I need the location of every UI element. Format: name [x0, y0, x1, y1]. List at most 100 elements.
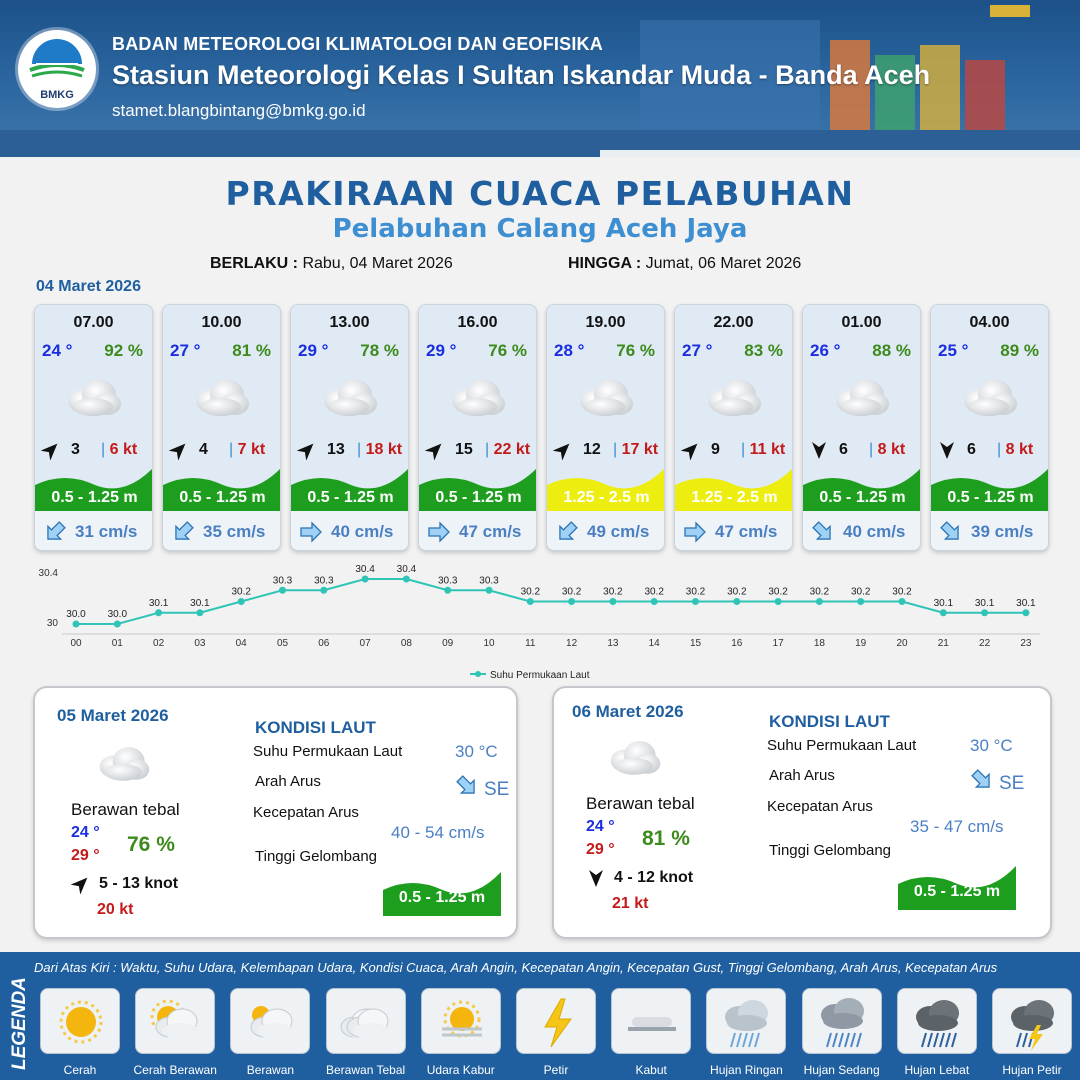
sst-point — [113, 620, 121, 628]
x-tick-label: 17 — [773, 638, 785, 649]
x-tick-label: 12 — [566, 638, 578, 649]
thunderstorm-icon — [1011, 1000, 1054, 1051]
legend-item — [230, 988, 311, 1054]
forecast-time: 07.00 — [73, 314, 114, 331]
wind-direction-icon — [168, 440, 189, 461]
x-tick-label: 09 — [442, 638, 454, 649]
wave-height: 1.25 - 2.5 m — [691, 489, 778, 506]
air-temperature: 27 ° — [682, 341, 713, 360]
air-temperature: 27 ° — [170, 341, 201, 360]
wind-info: 9 | 11 kt — [680, 440, 791, 462]
legend-item-label: Cerah Berawan — [133, 1063, 217, 1077]
sst-point — [361, 575, 369, 583]
sst-point — [1022, 609, 1030, 617]
x-tick-label: 11 — [525, 638, 536, 649]
sst-point — [196, 609, 204, 617]
current-speed: 31 cm/s — [75, 522, 138, 541]
legend-item — [992, 988, 1072, 1054]
air-temperature: 28 ° — [554, 341, 585, 360]
sst-data-label: 30.0 — [66, 609, 86, 620]
humidity: 83 % — [744, 341, 783, 360]
current-speed-label: Kecepatan Arus — [253, 804, 359, 821]
current-direction-value: SE — [999, 773, 1025, 794]
sst-point — [444, 586, 452, 594]
current-direction-label: Arah Arus — [769, 767, 835, 784]
overcast-icon — [63, 375, 125, 419]
header-banner — [0, 0, 1080, 157]
wind-direction-icon — [296, 440, 317, 461]
wave-height-label: Tinggi Gelombang — [255, 848, 378, 865]
legend-item-label: Udara Kabur — [426, 1063, 495, 1077]
fog-icon — [628, 1017, 677, 1031]
current-direction-icon — [455, 774, 479, 798]
current-direction-icon — [811, 520, 835, 544]
humidity: 76 % — [488, 341, 527, 360]
current-speed: 40 cm/s — [331, 522, 394, 541]
legend-item — [896, 988, 977, 1054]
legend-item-label: Petir — [543, 1063, 569, 1077]
min-temperature: 24 ° — [586, 818, 615, 835]
x-tick-label: 13 — [607, 638, 619, 649]
wind-direction-icon — [586, 868, 606, 888]
air-temperature: 25 ° — [938, 341, 969, 360]
current-info: 40 cm/s — [291, 511, 408, 550]
valid-from-value: Rabu, 04 Maret 2026 — [302, 255, 453, 272]
sst-data-label: 30.0 — [108, 609, 128, 620]
wind-info: 12 | 17 kt — [552, 440, 663, 462]
organization-name: BADAN METEOROLOGI KLIMATOLOGI DAN GEOFIS… — [112, 34, 603, 54]
current-direction-icon — [683, 520, 707, 544]
forecast-card: 16.00 29 ° 76 % 15 | 22 kt 0.5 - 1.25 m … — [418, 304, 537, 551]
sst-point — [733, 598, 741, 605]
legend-item-label: Kabut — [635, 1063, 667, 1077]
sst-data-label: 30.1 — [190, 598, 210, 609]
x-tick-label: 22 — [979, 638, 991, 649]
current-direction-icon — [299, 520, 323, 544]
forecast-card: 22.00 27 ° 83 % 9 | 11 kt 1.25 - 2.5 m 4… — [674, 304, 793, 551]
legend-item-label: Hujan Sedang — [803, 1063, 880, 1077]
legend-item — [135, 988, 216, 1054]
gust-speed: | 8 kt — [997, 441, 1034, 458]
gust-speed: | 17 kt — [613, 441, 659, 458]
current-direction-icon — [427, 520, 451, 544]
x-tick-label: 19 — [855, 638, 867, 649]
wind-info: 13 | 18 kt — [296, 440, 407, 462]
current-direction-icon — [555, 520, 579, 544]
current-direction-label: Arah Arus — [255, 773, 321, 790]
sst-point — [402, 575, 410, 583]
wind-speed: 6 — [839, 441, 848, 458]
current-info: 47 cm/s — [675, 511, 792, 550]
current-direction-icon — [171, 520, 195, 544]
humidity: 88 % — [872, 341, 911, 360]
legend-item — [516, 988, 596, 1054]
sst-data-label: 30.2 — [603, 587, 623, 598]
wind-direction-icon — [937, 440, 957, 460]
legend-item-label: Hujan Petir — [1002, 1063, 1062, 1077]
page-title: PRAKIRAAN CUACA PELABUHAN — [225, 174, 855, 213]
sst-data-label: 30.4 — [397, 564, 417, 575]
wave-height-value: 0.5 - 1.25 m — [913, 883, 1001, 900]
wave-height: 0.5 - 1.25 m — [51, 489, 138, 506]
wave-height-label: Tinggi Gelombang — [769, 842, 892, 859]
gust-speed: 21 kt — [612, 895, 649, 912]
valid-from-label: BERLAKU : — [210, 255, 298, 272]
y-tick-label: 30 — [47, 618, 59, 629]
wave-icon — [383, 868, 501, 916]
wave-icon — [547, 463, 664, 511]
legend-item — [40, 988, 120, 1054]
sst-data-label: 30.3 — [438, 575, 458, 586]
x-tick-label: 06 — [318, 638, 330, 649]
x-tick-label: 16 — [731, 638, 743, 649]
haze-icon — [441, 1000, 482, 1038]
sst-value: 30 °C — [455, 742, 498, 761]
overcast-icon — [95, 742, 153, 784]
legend-description: Dari Atas Kiri : Waktu, Suhu Udara, Kele… — [34, 960, 998, 975]
forecast-time: 22.00 — [713, 314, 754, 331]
humidity: 81 % — [642, 827, 690, 850]
sst-point — [279, 586, 286, 594]
sst-data-label: 30.1 — [975, 598, 995, 609]
gust-speed: | 22 kt — [485, 441, 531, 458]
sst-point — [237, 598, 245, 605]
heavy-rain-icon — [915, 1000, 959, 1048]
valid-to: HINGGA : Jumat, 06 Maret 2026 — [568, 255, 801, 273]
wave-height: 0.5 - 1.25 m — [307, 489, 394, 506]
